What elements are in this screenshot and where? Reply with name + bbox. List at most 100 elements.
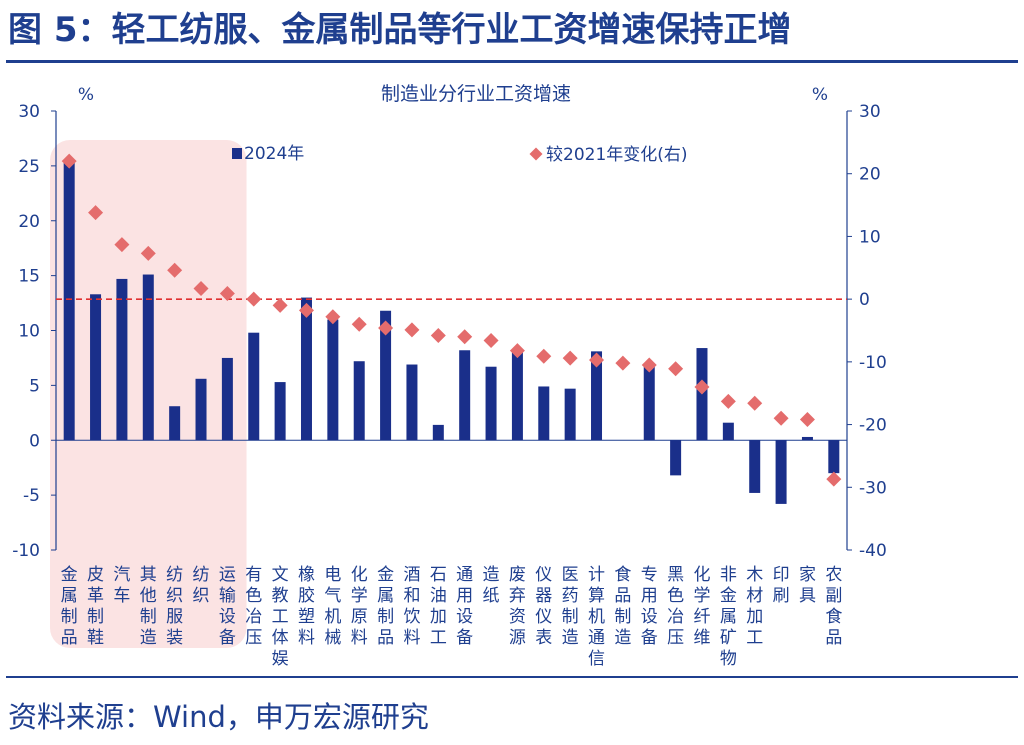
- category-label: 家具: [799, 565, 816, 606]
- left-tick-label: 5: [29, 376, 40, 396]
- bar: [142, 274, 154, 441]
- category-label: 汽车: [113, 565, 130, 606]
- bar: [274, 382, 286, 441]
- bar: [169, 406, 181, 441]
- right-tick-label: -20: [859, 416, 887, 436]
- category-label: 化学纤维: [693, 565, 710, 648]
- bar: [564, 388, 576, 441]
- change-marker: [351, 316, 367, 332]
- change-marker: [536, 348, 552, 364]
- change-marker: [140, 245, 156, 261]
- bar: [511, 352, 523, 441]
- change-marker: [457, 329, 473, 345]
- bar: [591, 351, 603, 441]
- bar: [380, 310, 392, 441]
- bar: [775, 440, 787, 504]
- figure-title: 图 5：轻工纺服、金属制品等行业工资增速保持正增: [8, 10, 792, 50]
- category-label: 黑色冶压: [667, 565, 684, 648]
- change-marker: [509, 343, 525, 359]
- change-marker: [246, 291, 262, 307]
- right-tick-label: 10: [859, 227, 881, 247]
- right-tick-label: 0: [859, 290, 870, 310]
- bar: [643, 363, 655, 441]
- left-tick-label: 10: [18, 322, 40, 342]
- right-tick-label: -10: [859, 353, 887, 373]
- change-marker: [483, 333, 499, 349]
- change-marker: [378, 320, 394, 336]
- title-rule: [6, 60, 1018, 63]
- bar: [485, 366, 497, 441]
- left-tick-label: 15: [18, 267, 40, 287]
- legend-label: 2024年: [244, 144, 304, 164]
- change-marker: [193, 280, 209, 296]
- category-label: 印刷: [773, 565, 790, 606]
- change-marker: [615, 355, 631, 371]
- bar: [670, 440, 682, 476]
- change-marker: [114, 237, 130, 253]
- source-note: 资料来源：Wind，申万宏源研究: [8, 700, 429, 734]
- left-tick-label: 30: [18, 102, 40, 122]
- chart-title: 制造业分行业工资增速: [381, 83, 571, 105]
- right-tick-label: 20: [859, 165, 881, 185]
- category-label: 金属制品: [61, 565, 78, 648]
- bar: [538, 386, 550, 441]
- category-label: 仪器仪表: [535, 565, 552, 648]
- bar: [828, 440, 840, 474]
- left-tick-label: 20: [18, 212, 40, 232]
- category-label: 计算机通信: [588, 565, 605, 669]
- category-label: 皮革制鞋: [87, 565, 104, 648]
- bar: [248, 332, 260, 441]
- left-tick-label: -10: [12, 541, 40, 561]
- left-tick-label: -5: [23, 486, 40, 506]
- bar: [116, 278, 128, 441]
- bar: [63, 162, 75, 441]
- bar: [459, 350, 471, 441]
- category-label: 石油加工: [430, 565, 447, 648]
- category-label: 金属制品: [377, 565, 394, 648]
- legend-swatch: [529, 147, 543, 161]
- category-label: 农副食品: [825, 565, 842, 648]
- category-label: 木材加工: [746, 565, 763, 648]
- category-label: 食品制造: [614, 565, 631, 648]
- category-label: 化学原料: [351, 565, 368, 648]
- category-label: 运输设备: [219, 565, 236, 648]
- left-tick-label: 0: [29, 431, 40, 451]
- change-marker: [747, 395, 763, 411]
- change-marker: [404, 322, 420, 338]
- category-label: 专用设备: [641, 565, 658, 648]
- change-marker: [826, 471, 842, 487]
- legend-item-bars: 2024年: [232, 144, 304, 164]
- bar: [300, 297, 312, 441]
- category-label: 电气机械: [324, 565, 341, 648]
- change-marker: [720, 393, 736, 409]
- bar: [353, 361, 365, 441]
- change-marker: [325, 309, 341, 325]
- right-tick-label: 30: [859, 102, 881, 122]
- legend-item-markers: 较2021年变化(右): [529, 145, 688, 165]
- change-marker: [694, 379, 710, 395]
- category-label: 通用设备: [456, 565, 473, 648]
- category-label: 其他制造: [140, 565, 157, 648]
- legend-label: 较2021年变化(右): [546, 145, 688, 165]
- bar: [90, 294, 102, 441]
- right-tick-label: -40: [859, 541, 887, 561]
- change-marker: [61, 153, 77, 169]
- bar: [406, 364, 418, 441]
- category-label: 橡胶塑料: [298, 565, 315, 648]
- left-tick-label: 25: [18, 157, 40, 177]
- right-unit-label: %: [812, 85, 828, 105]
- legend-swatch: [232, 148, 242, 159]
- category-label: 医药制造: [562, 565, 579, 648]
- change-marker: [641, 357, 657, 373]
- bar: [327, 319, 339, 441]
- change-marker: [430, 328, 446, 344]
- category-label: 文教工体娱: [272, 565, 289, 669]
- chart: 制造业分行业工资增速 % % 30 25 20 15 10 5 0 -5 -10 30 20 10 0 -…: [12, 83, 887, 669]
- bar: [722, 422, 734, 441]
- change-marker: [88, 205, 104, 221]
- change-marker: [589, 352, 605, 368]
- change-marker: [799, 412, 815, 428]
- bar: [801, 436, 813, 441]
- bar: [432, 424, 444, 441]
- bar: [749, 440, 761, 493]
